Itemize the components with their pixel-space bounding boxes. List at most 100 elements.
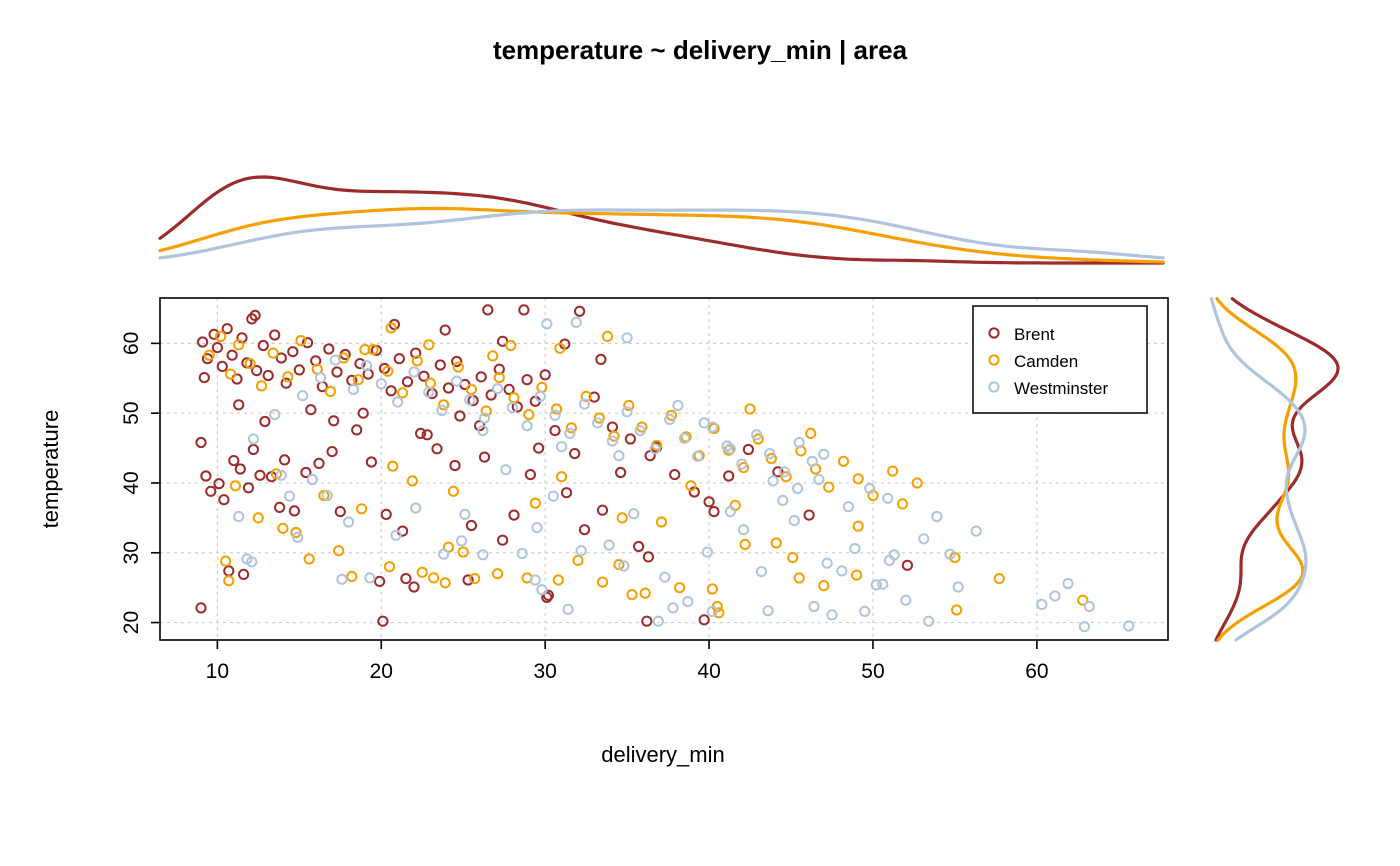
- point-brent: [475, 371, 487, 383]
- point-brent: [521, 374, 533, 386]
- point-camden: [536, 381, 548, 393]
- legend-marker-brent: [988, 327, 1000, 339]
- point-westminster: [360, 360, 373, 372]
- point-brent: [288, 505, 300, 517]
- point-brent: [254, 469, 266, 481]
- point-westminster: [931, 510, 943, 523]
- point-camden: [770, 537, 782, 549]
- point-brent: [431, 443, 443, 455]
- point-brent: [195, 436, 207, 449]
- point-westminster: [329, 354, 341, 366]
- point-westminster: [451, 375, 463, 387]
- point-brent: [442, 382, 455, 394]
- point-brent: [465, 519, 477, 532]
- point-camden: [993, 573, 1005, 585]
- point-brent: [301, 337, 314, 349]
- point-camden: [529, 497, 541, 509]
- point-westminster: [877, 578, 889, 590]
- point-brent: [377, 615, 389, 627]
- point-brent: [357, 407, 369, 419]
- point-camden: [823, 481, 835, 493]
- point-camden: [465, 383, 477, 395]
- point-brent: [518, 304, 530, 316]
- point-camden: [295, 335, 307, 347]
- point-camden: [356, 503, 368, 515]
- legend-marker-camden: [988, 354, 1000, 366]
- point-brent: [542, 589, 555, 601]
- point-camden: [406, 475, 418, 487]
- point-camden: [523, 409, 535, 421]
- point-westminster: [836, 565, 848, 577]
- point-brent: [421, 429, 433, 441]
- point-westminster: [410, 502, 422, 514]
- point-camden: [333, 545, 345, 557]
- point-westminster: [297, 390, 309, 402]
- point-brent: [434, 359, 446, 371]
- legend-box: [972, 305, 1148, 414]
- point-westminster: [751, 429, 763, 441]
- point-westminster: [621, 406, 633, 418]
- right-density-plot: [1209, 297, 1340, 642]
- point-westminster: [492, 383, 504, 395]
- point-camden: [793, 572, 805, 584]
- point-westminster: [459, 508, 471, 521]
- point-westminster: [659, 571, 671, 583]
- point-westminster: [692, 450, 704, 462]
- point-camden: [613, 559, 625, 571]
- point-brent: [195, 602, 207, 614]
- point-westminster: [364, 572, 376, 584]
- point-westminster: [678, 432, 691, 444]
- point-westminster: [870, 579, 882, 591]
- point-camden: [572, 554, 584, 567]
- point-westminster: [606, 435, 619, 447]
- point-brent: [449, 459, 461, 472]
- point-brent: [560, 487, 573, 499]
- point-brent: [334, 506, 346, 518]
- point-brent: [233, 399, 245, 411]
- point-westminster: [592, 417, 604, 429]
- point-brent: [497, 534, 509, 546]
- point-brent: [624, 433, 637, 445]
- density-x-camden: [158, 206, 1165, 264]
- point-camden: [713, 607, 725, 619]
- data-points: [195, 304, 1135, 633]
- point-brent: [226, 349, 238, 361]
- point-camden: [508, 392, 520, 404]
- point-brent: [688, 486, 700, 498]
- point-westminster: [806, 455, 818, 467]
- point-westminster: [306, 473, 318, 486]
- point-camden: [346, 570, 358, 583]
- point-camden: [252, 512, 264, 524]
- point-camden: [256, 380, 268, 392]
- point-brent: [280, 377, 292, 389]
- point-camden: [601, 330, 614, 342]
- point-camden: [626, 589, 638, 601]
- point-westminster: [549, 409, 561, 421]
- point-camden: [359, 344, 371, 356]
- point-camden: [487, 350, 499, 362]
- point-westminster: [347, 383, 359, 395]
- point-westminster: [536, 584, 548, 596]
- point-westminster: [521, 420, 533, 432]
- y-tick-label: 20: [120, 611, 143, 634]
- legend-marker-westminster: [988, 381, 1000, 393]
- point-westminster: [792, 482, 804, 495]
- point-camden: [215, 330, 227, 342]
- point-westminster: [813, 473, 825, 486]
- point-westminster: [534, 390, 546, 402]
- point-westminster: [918, 533, 930, 545]
- point-brent: [234, 463, 246, 475]
- point-camden: [267, 347, 279, 359]
- point-westminster: [547, 490, 560, 502]
- point-brent: [549, 425, 561, 437]
- point-westminster: [682, 596, 694, 608]
- point-westminster: [944, 548, 956, 560]
- point-brent: [300, 466, 312, 479]
- point-brent: [633, 540, 645, 553]
- point-brent: [439, 324, 451, 336]
- point-camden: [223, 575, 235, 587]
- point-brent: [293, 364, 305, 376]
- point-camden: [593, 412, 605, 424]
- point-westminster: [793, 436, 805, 449]
- point-brent: [326, 446, 338, 458]
